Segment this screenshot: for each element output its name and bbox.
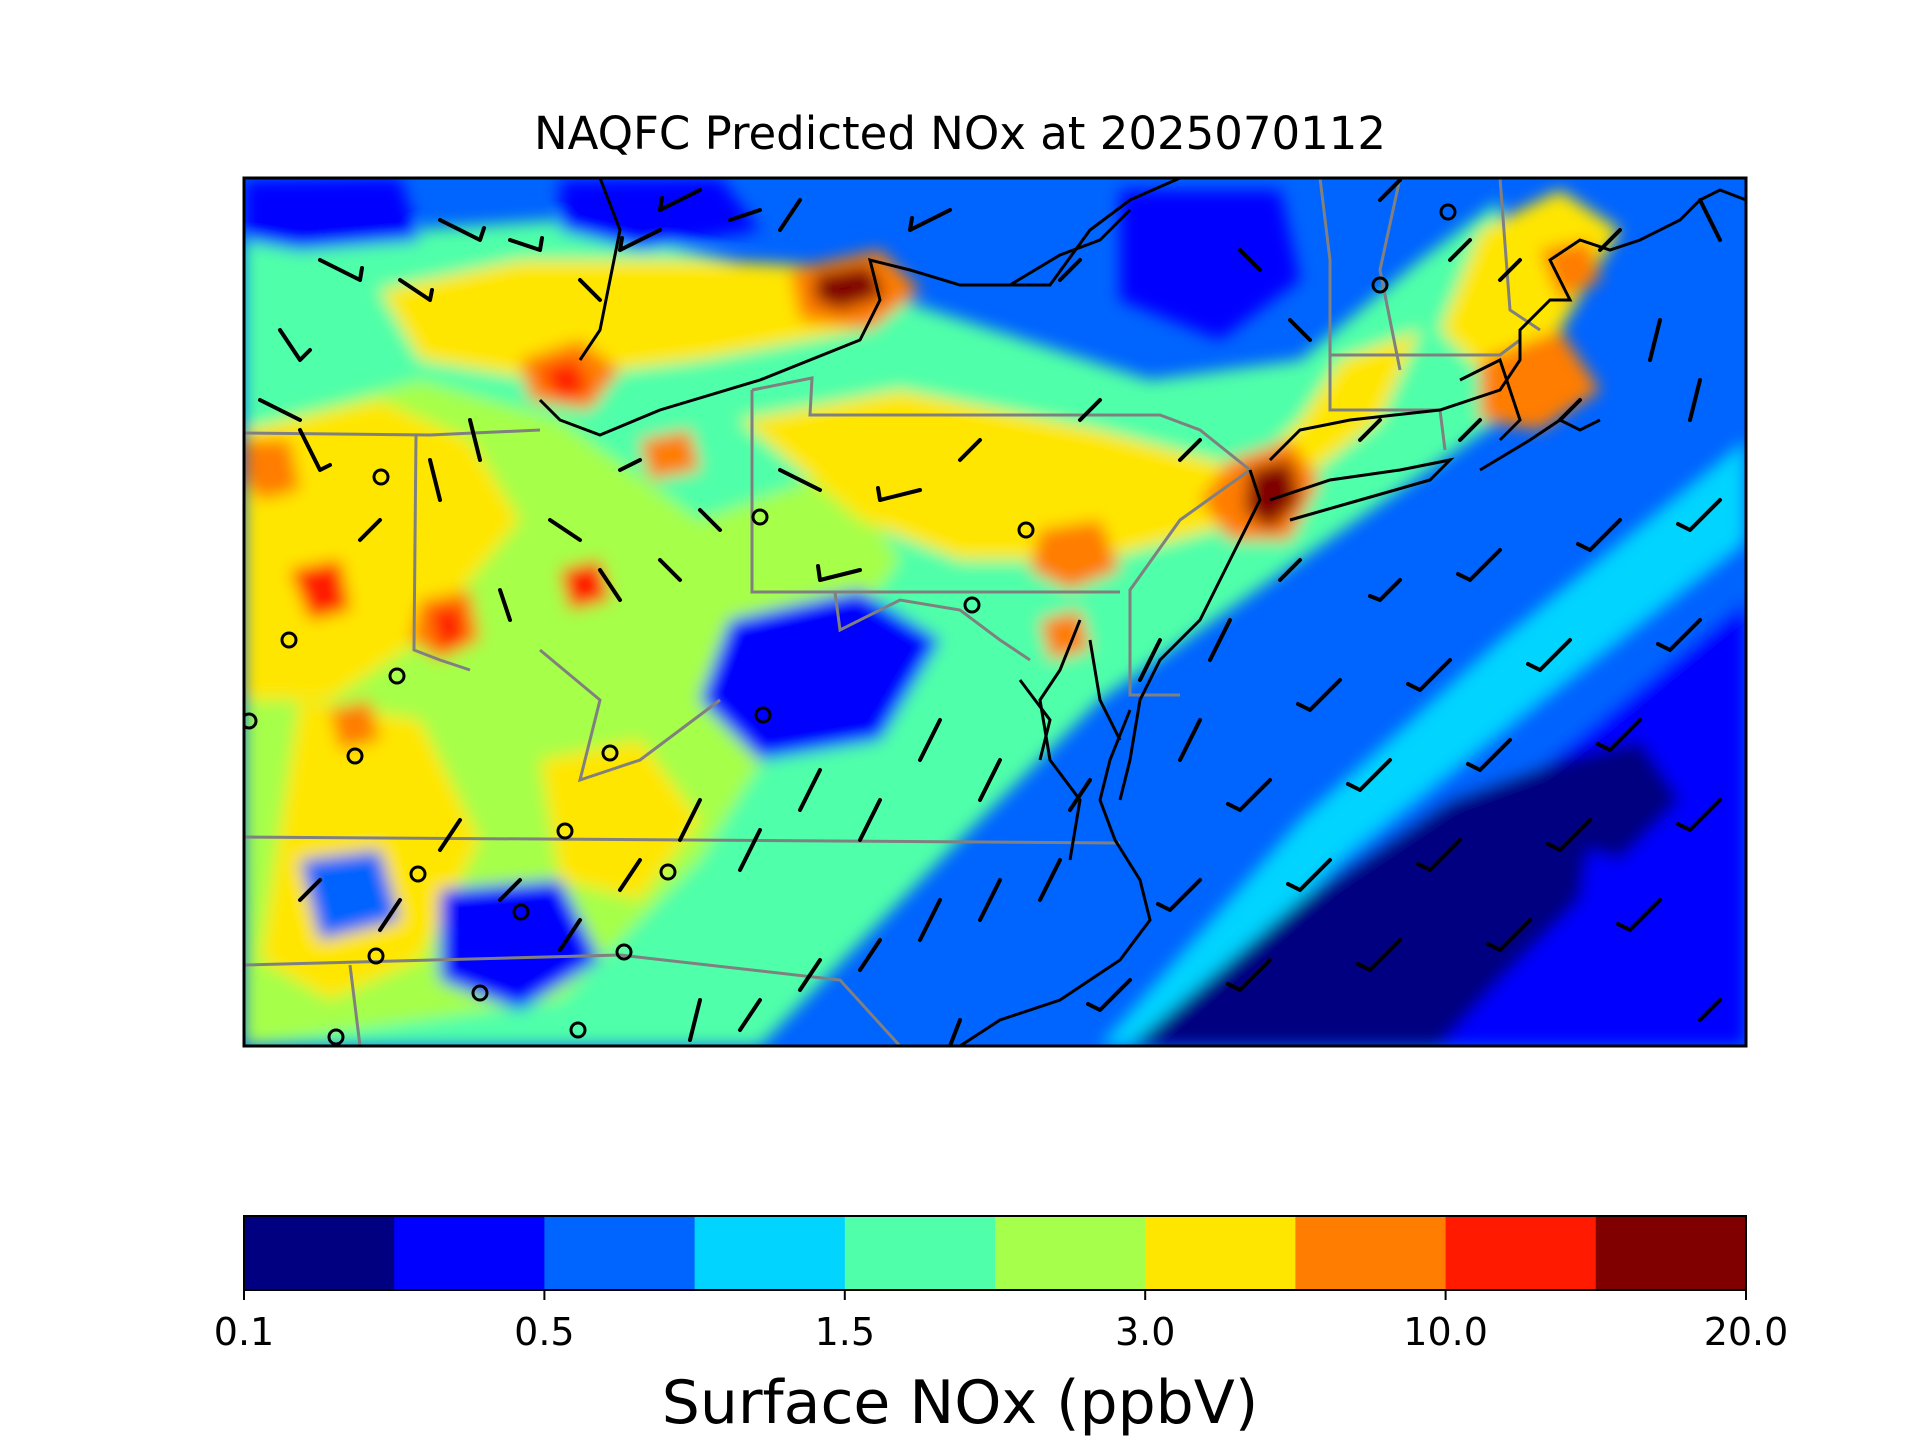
colorbar-tick-label: 0.1 [213, 1310, 275, 1354]
colorbar-bin [995, 1216, 1146, 1290]
state-borders [244, 178, 1541, 1046]
colorbar-bin [1445, 1216, 1597, 1290]
colorbar-bin [694, 1216, 846, 1290]
colorbar-bin [844, 1216, 996, 1290]
coastlines [538, 178, 1746, 1046]
colorbar-tick-label: 10.0 [1403, 1310, 1488, 1354]
colorbar-bin [394, 1216, 545, 1290]
colorbar-bin [1595, 1216, 1747, 1290]
colorbar-tick-label: 0.5 [514, 1310, 575, 1354]
colorbar-tick-label: 3.0 [1114, 1310, 1176, 1354]
nox-field [244, 178, 1746, 1046]
wind-barbs [258, 178, 1722, 1046]
map-frame [242, 176, 1748, 1048]
colorbar [244, 1216, 1747, 1290]
colorbar-bin [244, 1216, 395, 1290]
colorbar-frame [243, 1215, 1747, 1291]
monitoring-stations [244, 203, 1457, 1046]
colorbar-tick-label: 20.0 [1703, 1310, 1789, 1354]
colorbar-label: Surface NOx (ppbV) [661, 1368, 1259, 1438]
colorbar-tick-label: 1.5 [814, 1310, 876, 1354]
colorbar-bin [1295, 1216, 1447, 1290]
colorbar-bin [1145, 1216, 1296, 1290]
map-title: NAQFC Predicted NOx at 2025070112 [533, 107, 1387, 160]
colorbar-ticks [243, 1290, 1747, 1300]
colorbar-bin [544, 1216, 696, 1290]
